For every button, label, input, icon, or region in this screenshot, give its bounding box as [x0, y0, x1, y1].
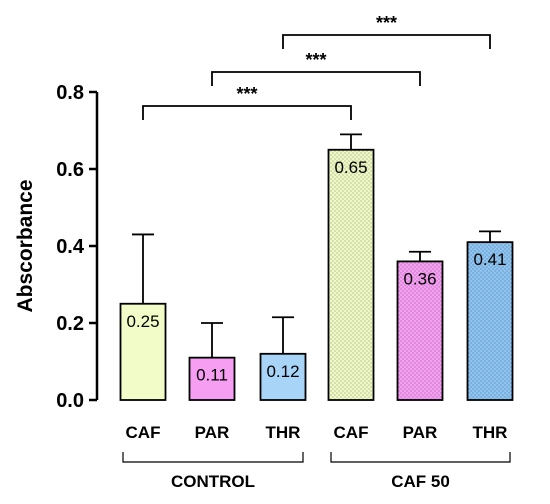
y-tick-label: 0.8 [56, 82, 84, 104]
x-category-label: THR [473, 423, 508, 442]
significance-label: *** [376, 13, 397, 33]
y-tick-label: 0.0 [56, 390, 84, 412]
significance-bracket [282, 34, 491, 49]
x-category-label: PAR [403, 423, 438, 442]
bar-caf-50-par [396, 260, 444, 401]
x-category-label: PAR [195, 423, 230, 442]
significance-label: *** [305, 50, 326, 70]
bar-value-label: 0.25 [126, 312, 159, 331]
bar-control-caf [119, 302, 167, 401]
bar-control-par [188, 356, 236, 401]
x-category-label: CAF [126, 423, 161, 442]
bar-value-label: 0.36 [403, 269, 436, 288]
y-tick-label: 0.6 [56, 159, 84, 181]
y-tick-label: 0.4 [56, 236, 85, 258]
bar-caf-50-thr [466, 241, 514, 401]
significance-label: *** [236, 84, 257, 104]
bar-caf-50-caf [327, 148, 375, 401]
bar-value-label: 0.41 [473, 250, 506, 269]
y-axis-title: Abscorbance [14, 179, 37, 312]
x-category-label: THR [266, 423, 301, 442]
group-label: CONTROL [171, 472, 255, 491]
group-bracket [330, 452, 511, 463]
group-label: CAF 50 [391, 472, 450, 491]
significance-bracket [211, 71, 421, 86]
significance-bracket [142, 105, 352, 120]
group-bracket [122, 452, 304, 463]
bar-value-label: 0.65 [334, 158, 367, 177]
x-category-label: CAF [334, 423, 369, 442]
bar-value-label: 0.12 [266, 362, 299, 381]
bar-control-thr [259, 352, 307, 401]
bar-value-label: 0.11 [196, 366, 228, 385]
y-tick-label: 0.2 [56, 313, 84, 335]
